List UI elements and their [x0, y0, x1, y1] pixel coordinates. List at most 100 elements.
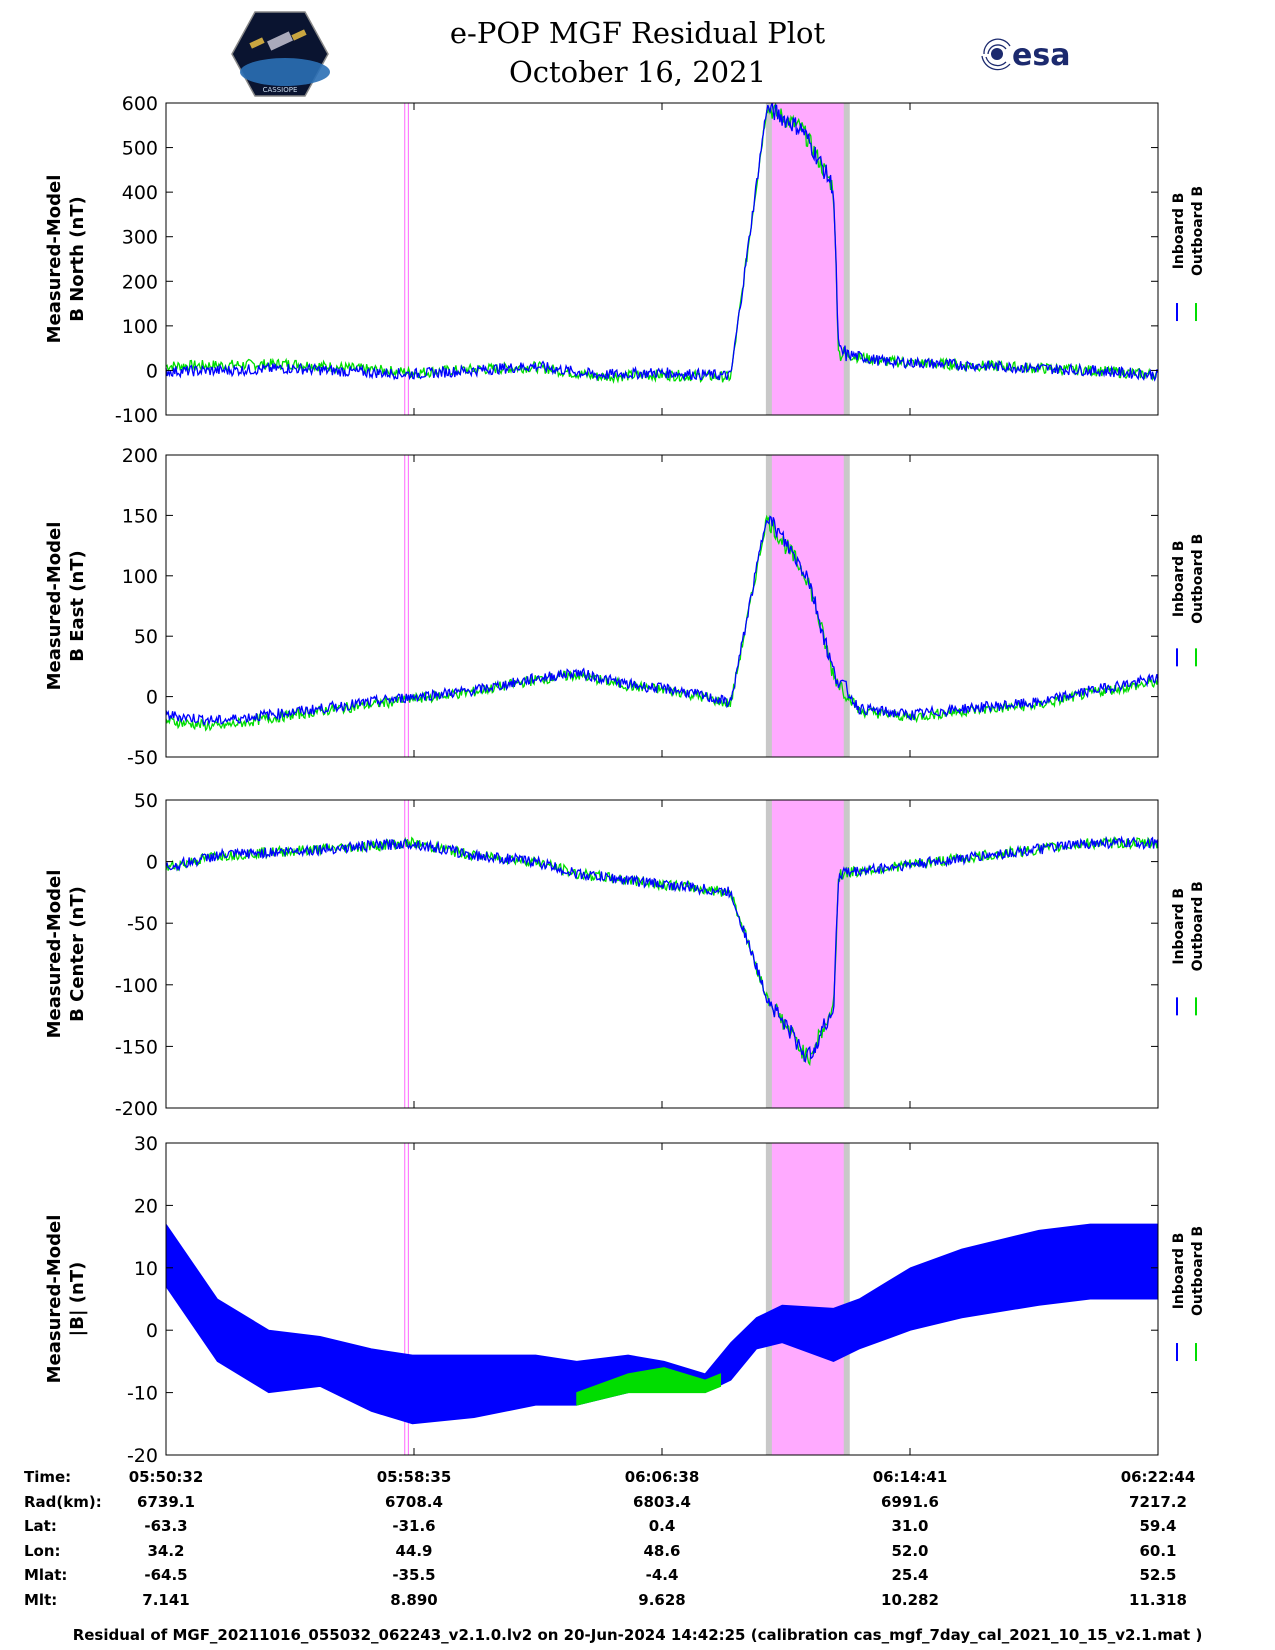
- ylabel-line2: B East (nT): [67, 550, 88, 662]
- legend-outboard-label: Outboard B: [1190, 881, 1206, 971]
- legend-inboard-label: Inboard B: [1171, 888, 1187, 965]
- ylabel-line1: Measured-Model: [44, 870, 65, 1039]
- ylabel-line1: Measured-Model: [44, 1215, 65, 1384]
- legend-outboard-label: Outboard B: [1190, 186, 1206, 276]
- orbit-cell: 25.4: [891, 1566, 929, 1584]
- ylabel-line1: Measured-Model: [44, 522, 65, 691]
- ytick-label: 10: [134, 1258, 158, 1280]
- orbit-cell: 59.4: [1139, 1517, 1177, 1535]
- ylabel: Measured-Model B North (nT): [44, 175, 88, 344]
- ytick-label: 500: [122, 138, 158, 160]
- orbit-row-label: Mlt:: [24, 1590, 58, 1609]
- ylabel-line2: B Center (nT): [67, 886, 88, 1022]
- ytick-label: -50: [127, 747, 158, 769]
- esa-logo: esa: [981, 38, 1070, 73]
- orbit-cell: -31.6: [392, 1517, 436, 1535]
- orbit-cell: -64.5: [144, 1566, 188, 1584]
- highlight-band: [771, 455, 844, 757]
- cassiope-logo-text: CASSIOPE: [263, 86, 298, 94]
- ylabel-line1: Measured-Model: [44, 175, 65, 344]
- ytick-label: 200: [122, 445, 158, 467]
- orbit-cell: 52.0: [891, 1541, 929, 1560]
- ylabel: Measured-Model B Center (nT): [44, 870, 88, 1039]
- orbit-cell: 0.4: [648, 1517, 676, 1535]
- orbit-cell: 60.1: [1139, 1541, 1177, 1560]
- orbit-info-table: Time: Rad(km): Lat: Lon: Mlat: Mlt: 05:50:32 67…: [0, 1468, 1275, 1618]
- ytick-label: 100: [122, 566, 158, 588]
- ytick-label: 150: [122, 505, 158, 527]
- orbit-cell: 6991.6: [881, 1492, 939, 1511]
- ylabel: Measured-Model |B| (nT): [44, 1215, 88, 1384]
- series-inboard: [165, 1222, 1159, 1425]
- panel-north: -100 0 100 200 300 400 500 600 Measured-Model B N…: [44, 93, 1206, 427]
- ytick-label: 600: [122, 93, 158, 115]
- series-inboard: [165, 515, 1159, 726]
- ytick-label: 30: [134, 1133, 158, 1155]
- series-outboard: [165, 514, 1159, 732]
- ytick-label: 50: [134, 790, 158, 812]
- panel-magnitude: -20 -10 0 10 20 30 Measured-Model |B| (nT) Inboa…: [44, 1133, 1206, 1467]
- orbit-cell: -4.4: [645, 1566, 679, 1584]
- orbit-cell: 52.5: [1139, 1566, 1177, 1584]
- orbit-cell: 8.890: [390, 1590, 438, 1609]
- orbit-cell: 9.628: [638, 1590, 686, 1609]
- ytick-label: -50: [127, 913, 158, 935]
- orbit-row-label: Rad(km):: [24, 1492, 102, 1511]
- ytick-label: -100: [115, 405, 158, 427]
- ytick-label: 300: [122, 227, 158, 249]
- orbit-cell: 34.2: [147, 1541, 185, 1560]
- series-inboard: [165, 835, 1159, 1064]
- ytick-label: 0: [146, 360, 158, 382]
- legend-inboard-label: Inboard B: [1171, 193, 1187, 270]
- ytick-label: 200: [122, 271, 158, 293]
- series-outboard: [165, 836, 1159, 1067]
- ytick-label: -200: [115, 1098, 158, 1120]
- highlight-band: [771, 1143, 844, 1455]
- ytick-label: 20: [134, 1195, 158, 1217]
- chart-title-line2: October 16, 2021: [508, 55, 767, 89]
- orbit-cell: 11.318: [1129, 1590, 1187, 1609]
- ylabel: Measured-Model B East (nT): [44, 522, 88, 691]
- legend-inboard-label: Inboard B: [1171, 540, 1187, 617]
- orbit-row-label: Lon:: [24, 1541, 61, 1560]
- orbit-cell: 7217.2: [1129, 1492, 1187, 1511]
- xtick-time-label: 06:06:38: [624, 1468, 700, 1486]
- legend-outboard-label: Outboard B: [1190, 1226, 1206, 1316]
- ytick-label: 0: [146, 687, 158, 709]
- ytick-label: 100: [122, 316, 158, 338]
- legend-inboard-label: Inboard B: [1171, 1233, 1187, 1310]
- ytick-label: -100: [115, 975, 158, 997]
- series-inboard: [165, 102, 1159, 382]
- xtick-time-label: 06:22:44: [1120, 1468, 1196, 1486]
- panel-center: -200 -150 -100 -50 0 50 Measured-Model B Center…: [44, 790, 1206, 1120]
- esa-logo-text: esa: [1012, 38, 1070, 73]
- xtick-time-label: 05:58:35: [376, 1468, 452, 1486]
- orbit-cell: 31.0: [891, 1517, 929, 1535]
- xtick-time-label: 05:50:32: [128, 1468, 204, 1486]
- orbit-cell: 48.6: [643, 1541, 681, 1560]
- ytick-label: -10: [127, 1383, 158, 1405]
- xtick-time-label: 06:14:41: [872, 1468, 948, 1486]
- series-outboard: [576, 1367, 722, 1406]
- orbit-cell: 10.282: [881, 1590, 939, 1609]
- orbit-cell: 44.9: [395, 1541, 433, 1560]
- highlight-band: [771, 103, 844, 415]
- orbit-row-label: Mlat:: [24, 1566, 68, 1584]
- cassiope-logo: CASSIOPE: [231, 11, 330, 97]
- footer-caption: Residual of MGF_20211016_055032_062243_v…: [72, 1626, 1203, 1644]
- orbit-cell: -63.3: [144, 1517, 188, 1535]
- ytick-label: 400: [122, 182, 158, 204]
- ylabel-line2: B North (nT): [67, 196, 88, 322]
- ylabel-line2: |B| (nT): [67, 1262, 88, 1337]
- orbit-cell: 6708.4: [385, 1492, 443, 1511]
- orbit-cell: 7.141: [142, 1590, 190, 1609]
- ytick-label: -20: [127, 1445, 158, 1467]
- ytick-label: 0: [146, 852, 158, 874]
- orbit-cell: 6739.1: [137, 1492, 195, 1511]
- orbit-cell: 6803.4: [633, 1492, 691, 1511]
- orbit-row-label: Time:: [24, 1468, 72, 1486]
- panel-east: -50 0 50 100 150 200 Measured-Model B East (nT)…: [44, 445, 1206, 769]
- series-outboard: [165, 102, 1159, 385]
- ytick-label: 50: [134, 626, 158, 648]
